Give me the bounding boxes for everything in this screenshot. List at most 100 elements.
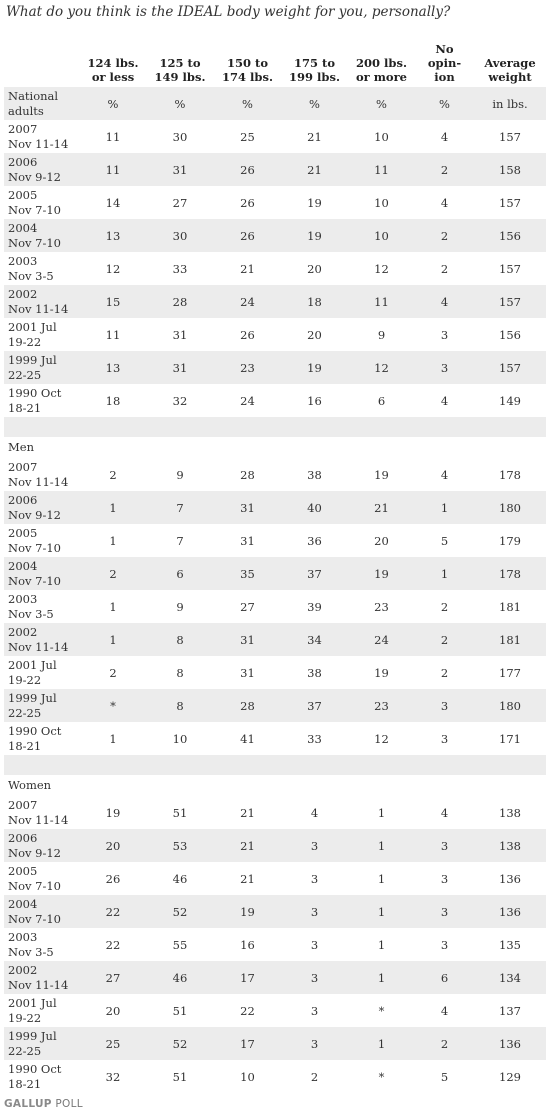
date-label: 2002 Nov 11-14 [4, 623, 80, 656]
unit-cell: % [214, 87, 281, 120]
value-cell: 157 [499, 261, 521, 276]
value-cell: 11 [348, 285, 415, 318]
value-cell: 181 [499, 599, 521, 614]
value-cell: 7 [176, 533, 184, 548]
value-cell: 22 [80, 895, 146, 928]
table-row: 2004 Nov 7-10 2 6 35 37 19 1 178 [4, 557, 546, 590]
value-cell: 157 [474, 285, 546, 318]
value-cell: 19 [105, 805, 121, 820]
table-row: 1990 Oct 18-21 1 10 41 33 12 3 171 [4, 722, 546, 755]
value-cell: 25 [80, 1027, 146, 1060]
date-line: 2006 [8, 492, 38, 507]
value-cell: 30 [172, 129, 188, 144]
value-cell: 1 [348, 1027, 415, 1060]
value-cell: 171 [499, 731, 521, 746]
value-cell: 158 [474, 153, 546, 186]
value-cell: 2 [109, 665, 117, 680]
value-cell: 19 [281, 219, 348, 252]
date-line: 19-22 [8, 1010, 42, 1025]
date-label: 2002 Nov 11-14 [4, 961, 80, 994]
units-row: National adults%%%%%% in lbs. [4, 87, 546, 120]
date-line: 1999 Jul [8, 352, 57, 367]
value-cell: 21 [240, 261, 255, 276]
value-cell: 40 [281, 491, 348, 524]
value-cell: 8 [146, 689, 214, 722]
value-cell: 22 [105, 937, 121, 952]
value-cell: 3 [310, 1003, 319, 1018]
value-cell: 178 [499, 467, 521, 482]
value-cell: 19 [374, 665, 389, 680]
table-row: 1999 Jul 22-25 25 52 17 3 1 2 136 [4, 1027, 546, 1060]
unit-cell: in lbs. [474, 87, 546, 120]
value-cell: 24 [214, 285, 281, 318]
value-cell: 23 [374, 599, 389, 614]
date-label: 2002 Nov 11-14 [4, 285, 80, 318]
value-cell: 51 [172, 805, 188, 820]
value-cell: 136 [474, 1027, 546, 1060]
date-label: 2001 Jul 19-22 [4, 994, 80, 1027]
value-cell: 136 [474, 895, 546, 928]
value-cell: 156 [499, 327, 521, 342]
table-row: 1999 Jul 22-25 13 31 23 19 12 3 157 [4, 351, 546, 384]
header-line: 125 to [159, 56, 201, 70]
value-cell: 13 [80, 219, 146, 252]
value-cell: 39 [307, 599, 322, 614]
value-cell: 3 [281, 961, 348, 994]
date-line: 2002 [8, 962, 38, 977]
date-label: 2006 Nov 9-12 [4, 829, 80, 862]
value-cell: * [80, 689, 146, 722]
date-label: 2001 Jul 19-22 [4, 318, 80, 351]
value-cell: 26 [214, 153, 281, 186]
table-row: 1990 Oct 18-21 18 32 24 16 6 4 149 [4, 384, 546, 417]
value-cell: 1 [377, 937, 386, 952]
unit-cell: % [281, 87, 348, 120]
value-cell: 17 [214, 961, 281, 994]
value-cell: 3 [440, 327, 449, 342]
group-spacer [4, 417, 546, 437]
value-cell: 3 [281, 829, 348, 862]
value-cell: 10 [240, 1069, 255, 1084]
value-cell: 1 [415, 491, 474, 524]
date-label: 2006 Nov 9-12 [4, 153, 80, 186]
value-cell: 23 [348, 689, 415, 722]
unit-cell: % [348, 87, 415, 120]
value-cell: 36 [307, 533, 322, 548]
value-cell: 12 [348, 351, 415, 384]
date-line: 2007 [8, 121, 38, 136]
value-cell: 5 [440, 533, 449, 548]
value-cell: 3 [440, 871, 449, 886]
value-cell: 3 [281, 1027, 348, 1060]
date-line: Nov 11-14 [8, 474, 69, 489]
gallup-poll-logo: GALLUP POLL [4, 1098, 83, 1110]
date-line: 22-25 [8, 1043, 42, 1058]
results-table: 124 lbs. or less 125 to 149 lbs. 150 to 174 l… [4, 33, 546, 1093]
value-cell: 181 [474, 623, 546, 656]
value-cell: 2 [109, 467, 117, 482]
value-cell: 3 [281, 895, 348, 928]
value-cell: 3 [415, 895, 474, 928]
value-cell: 3 [440, 937, 449, 952]
column-header: 200 lbs. or more [348, 33, 415, 87]
value-cell: 31 [240, 533, 255, 548]
value-cell: 38 [307, 665, 322, 680]
date-line: 2002 [8, 624, 38, 639]
value-cell: 28 [146, 285, 214, 318]
value-cell: 27 [172, 195, 188, 210]
value-cell: 177 [499, 665, 521, 680]
table-row: 2002 Nov 11-14 27 46 17 3 1 6 134 [4, 961, 546, 994]
value-cell: 1 [109, 731, 117, 746]
value-cell: 11 [105, 327, 121, 342]
value-cell: 52 [146, 895, 214, 928]
value-cell: 157 [474, 351, 546, 384]
date-line: 2005 [8, 863, 38, 878]
value-cell: 2 [415, 153, 474, 186]
value-cell: 138 [474, 829, 546, 862]
value-cell: 4 [440, 393, 449, 408]
date-line: Nov 3-5 [8, 268, 54, 283]
value-cell: 7 [146, 491, 214, 524]
date-label: 1999 Jul 22-25 [4, 689, 80, 722]
question-title: What do you think is the IDEAL body weig… [6, 4, 451, 20]
value-cell: 2 [415, 219, 474, 252]
header-line: Average [484, 56, 536, 70]
value-cell: 19 [214, 895, 281, 928]
